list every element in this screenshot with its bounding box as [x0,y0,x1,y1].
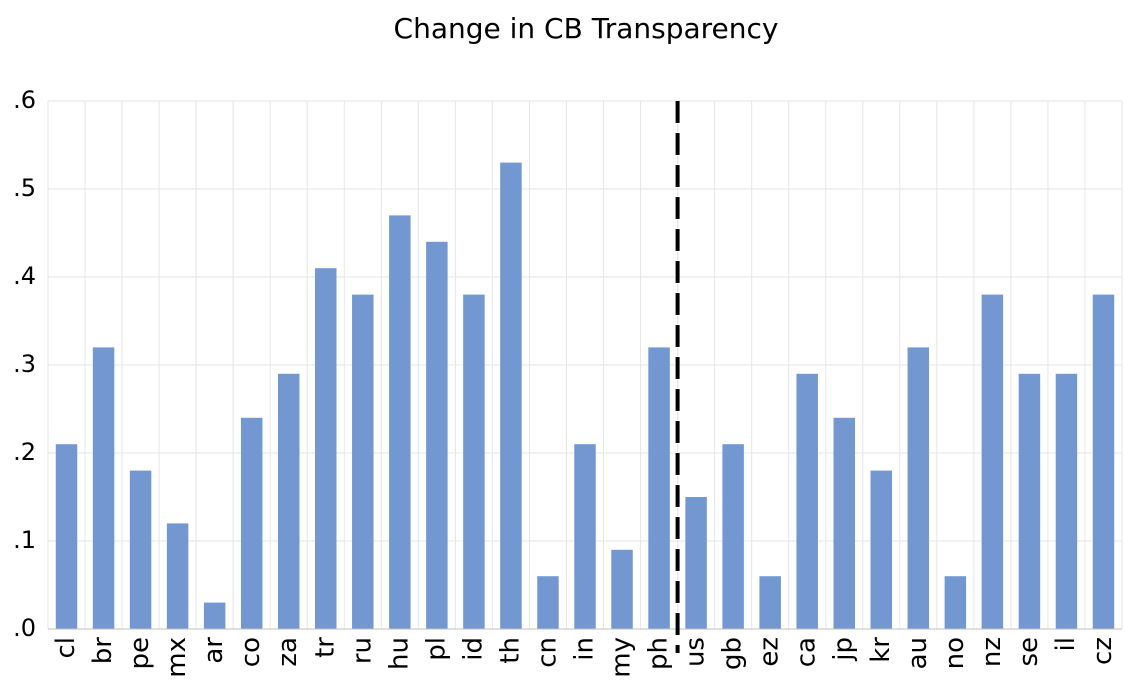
bar [537,576,559,629]
bar [574,444,596,629]
x-tick-label: cz [1088,637,1118,665]
bar [907,347,930,629]
x-tick-label: ph [644,637,674,670]
bar [796,373,818,629]
bar [277,373,300,629]
x-tick-label: nz [977,637,1007,667]
x-tick-label: kr [866,637,896,663]
x-tick-label: ar [199,637,229,664]
x-tick-label: ca [792,637,822,667]
bar [944,576,967,629]
x-tick-label: pl [421,637,451,661]
bar [389,215,411,629]
bar [55,444,78,629]
x-tick-label: th [495,637,525,664]
y-tick-label: .0 [13,614,36,642]
y-tick-label: .1 [13,526,36,554]
y-tick-label: .6 [13,86,36,114]
bar [203,602,226,629]
bar [500,162,522,629]
x-tick-label: us [681,637,711,667]
y-tick-label: .2 [13,438,36,466]
x-tick-label: br [88,637,118,665]
x-tick-label: se [1014,637,1044,667]
x-tick-label: cl [51,637,81,659]
bar [981,294,1004,629]
bar [1018,373,1041,629]
bar [352,294,374,629]
x-tick-label: au [903,637,933,669]
x-tick-label: my [607,637,637,678]
bar [611,549,633,629]
bar [315,268,337,629]
x-tick-label: pe [125,637,155,670]
x-tick-label: in [570,637,600,661]
bar [1092,294,1115,629]
x-tick-label: no [940,637,970,669]
bar [759,576,781,629]
x-tick-label: ez [755,637,785,667]
x-tick-label: cn [532,637,562,668]
x-tick-label: il [1051,637,1081,651]
y-tick-label: .4 [13,262,36,290]
x-tick-label: tr [310,637,340,658]
x-tick-label: ru [347,637,377,664]
x-tick-label: mx [162,637,192,678]
x-tick-label: gb [718,637,748,670]
bar [129,470,152,629]
x-tick-label: hu [384,637,414,670]
bar [426,241,448,630]
bar [685,497,707,629]
bar [648,347,670,629]
x-tick-label: id [458,637,488,661]
bar [463,294,485,629]
x-tick-label: co [236,637,266,667]
chart-title: Change in CB Transparency [394,12,779,45]
bar [92,347,115,629]
x-tick-label: jp [829,637,859,662]
bar [1055,373,1078,629]
bar [240,417,263,629]
bar [722,444,744,629]
y-tick-label: .3 [13,350,36,378]
bar [833,417,855,629]
bar [870,470,893,629]
x-tick-label: za [273,637,303,667]
y-tick-label: .5 [13,174,36,202]
bar [166,523,189,629]
